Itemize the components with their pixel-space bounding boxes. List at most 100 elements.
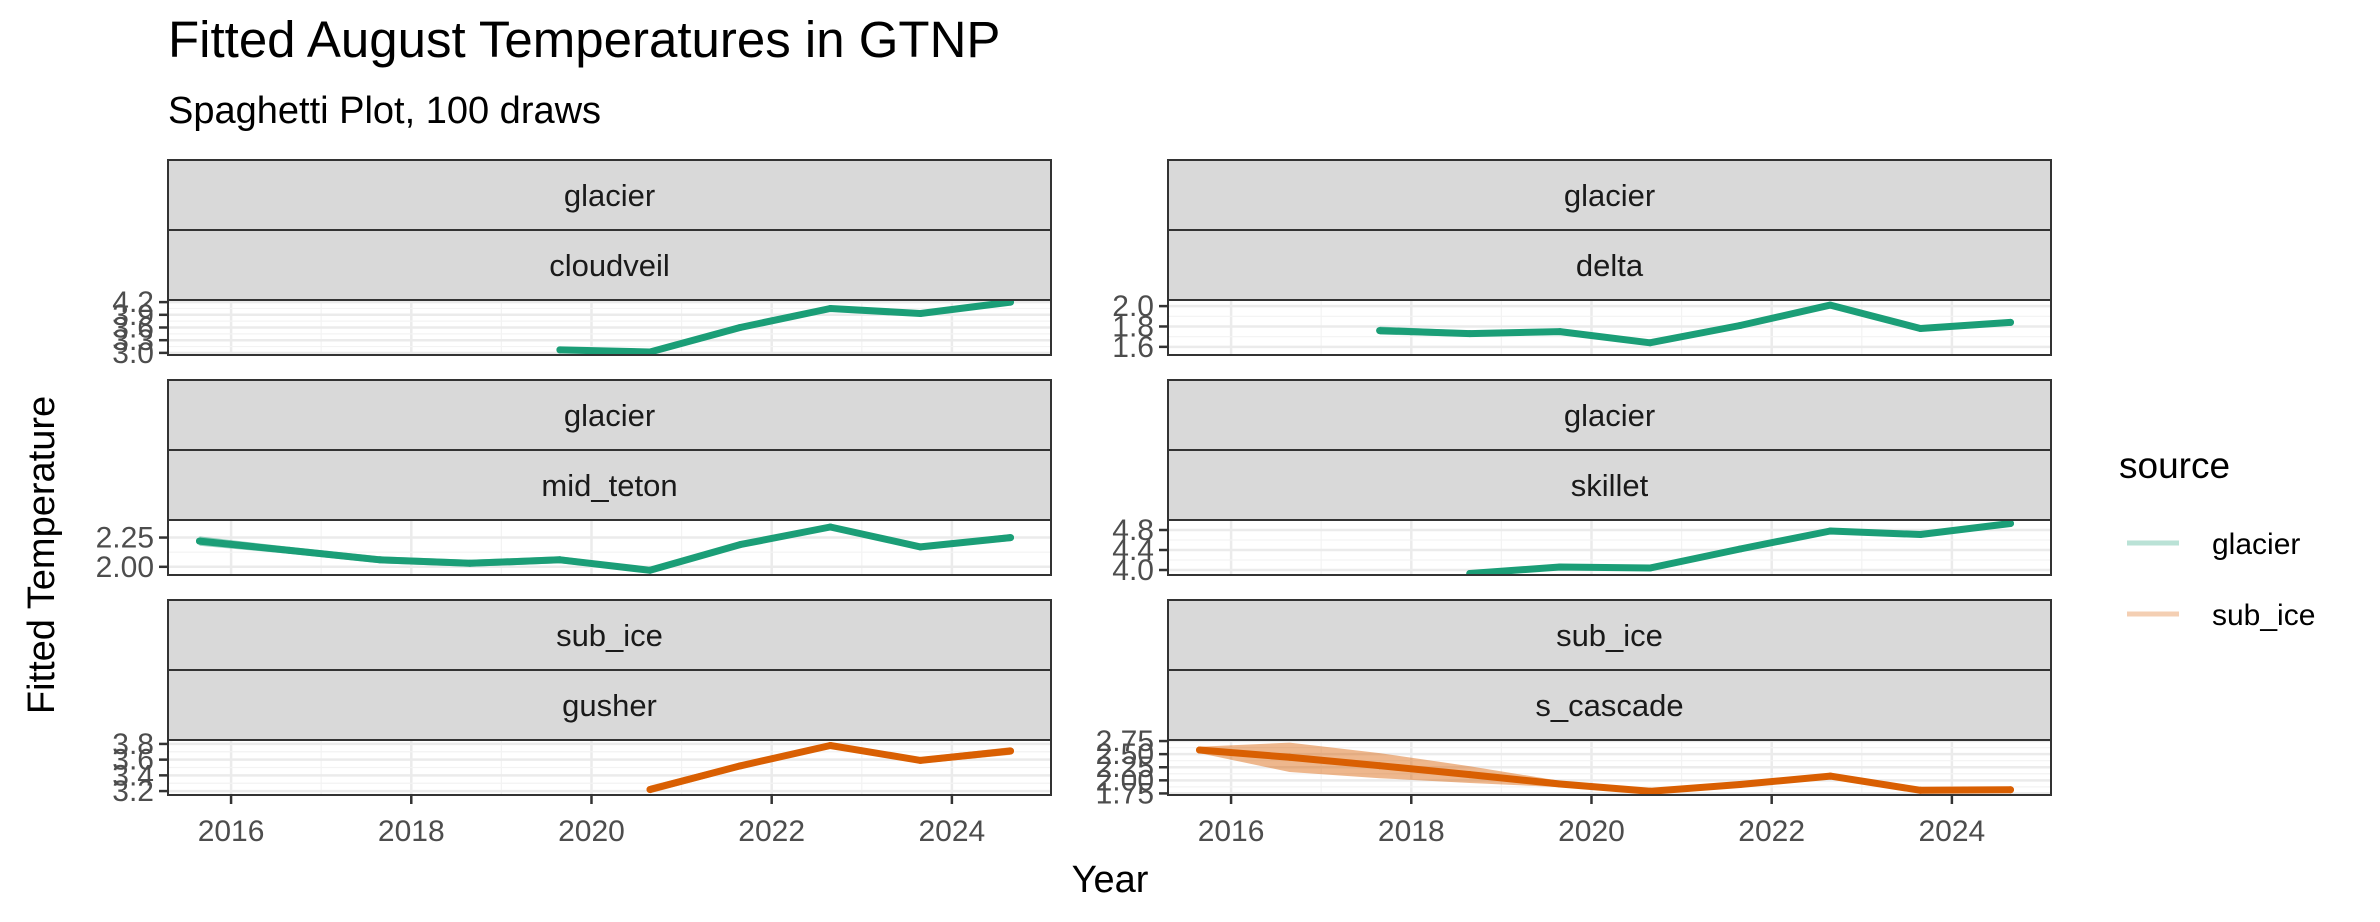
- chart-title: Fitted August Temperatures in GTNP: [168, 11, 1001, 68]
- data-point: [1916, 786, 1924, 794]
- y-tick-label: 1.8: [1112, 310, 1154, 343]
- strip-source-s-cascade: [1167, 599, 2052, 671]
- y-tick-label: 3.2: [112, 775, 154, 808]
- strip-label-site: skillet: [1571, 468, 1649, 503]
- fitted-line-s-cascade: [1196, 746, 2014, 795]
- strip-label-site: gusher: [562, 688, 657, 723]
- data-point: [1286, 753, 1294, 761]
- y-tick-label: 1.6: [1112, 331, 1154, 364]
- data-point: [1826, 301, 1834, 309]
- legend: source glacier sub_ice: [2119, 445, 2315, 632]
- y-tick-label: 4.8: [1112, 514, 1154, 547]
- data-point: [556, 346, 564, 354]
- data-point: [1007, 747, 1014, 755]
- data-point: [1736, 322, 1744, 329]
- y-axis-skillet: 4.04.44.8: [1112, 514, 1168, 587]
- y-axis-s-cascade: 1.752.002.252.502.75: [1096, 725, 1168, 810]
- data-point: [916, 310, 924, 317]
- strip-site-cloudveil: [167, 229, 1052, 301]
- x-axis-groups: 2016 2018 2020 2022 2024 2016 2018 2020 2022 2024: [198, 795, 1985, 848]
- legend-label-sub-ice: sub_ice: [2212, 599, 2315, 632]
- strip-label-site: s_cascade: [1535, 688, 1683, 723]
- y-tick-label: 3.6: [112, 312, 154, 345]
- data-point: [826, 305, 834, 312]
- y-tick-label: 1.75: [1096, 777, 1154, 810]
- x-tick-label: 2016: [198, 815, 265, 848]
- panel-s-cascade: sub_ice s_cascade 1.752.002.252.502.75: [1096, 599, 2052, 810]
- data-point: [1646, 564, 1654, 572]
- y-tick-label: 2.25: [1096, 751, 1154, 784]
- panel-skillet: glacier skillet 4.04.44.8: [1112, 379, 2052, 587]
- y-axis-title: Fitted Temperature: [21, 396, 63, 714]
- strip-label-source: sub_ice: [556, 618, 663, 653]
- data-point: [646, 348, 654, 355]
- strip-label-source: sub_ice: [1556, 618, 1663, 653]
- legend-label-glacier: glacier: [2212, 528, 2300, 561]
- strip-label-source: glacier: [1564, 178, 1655, 213]
- series-glacier: [1376, 301, 2014, 347]
- data-point: [466, 559, 474, 567]
- panel-delta: glacier delta 1.61.82.0: [1112, 159, 2052, 364]
- data-point: [916, 756, 924, 764]
- strip-site-s-cascade: [1167, 669, 2052, 741]
- y-axis-delta: 1.61.82.0: [1112, 290, 1168, 364]
- strip-source-skillet: [1167, 379, 2052, 451]
- strip-label-site: delta: [1576, 248, 1644, 283]
- data-point: [1007, 300, 1014, 306]
- data-point: [646, 786, 654, 793]
- y-tick-label: 2.0: [1112, 290, 1154, 323]
- panel-mid-teton: glacier mid_teton 2.002.25: [96, 379, 1052, 584]
- panel-border: [167, 519, 1052, 576]
- legend-title: source: [2119, 445, 2230, 486]
- data-point: [376, 556, 384, 564]
- x-tick-label: 2018: [1378, 815, 1445, 848]
- series-sub_ice: [1196, 742, 2014, 795]
- strip-label-source: glacier: [564, 398, 655, 433]
- fitted-line-cloudveil: [556, 300, 1014, 355]
- series-glacier: [196, 523, 1014, 574]
- gridlines: [168, 300, 1051, 355]
- fitted-line-delta: [1376, 301, 2014, 347]
- y-tick-label: 4.2: [112, 286, 154, 319]
- y-tick-label: 2.25: [96, 522, 154, 555]
- data-point: [1466, 330, 1474, 338]
- strip-label-source: glacier: [1564, 398, 1655, 433]
- strip-site-delta: [1167, 229, 2052, 301]
- panel-border: [1167, 519, 2052, 576]
- y-tick-label: 3.0: [112, 337, 154, 370]
- x-axis-col-1: 2016 2018 2020 2022 2024: [198, 795, 986, 848]
- strip-label-source: glacier: [564, 178, 655, 213]
- data-point: [826, 523, 834, 531]
- chart-subtitle: Spaghetti Plot, 100 draws: [168, 90, 602, 132]
- strip-site-mid-teton: [167, 449, 1052, 521]
- draw-band-s-cascade: [1199, 742, 2011, 793]
- data-point: [2007, 318, 2014, 326]
- data-point: [1007, 534, 1014, 542]
- x-tick-label: 2020: [558, 815, 625, 848]
- y-tick-label: 2.00: [1096, 764, 1154, 797]
- data-point: [1736, 545, 1744, 553]
- data-point: [1556, 563, 1564, 571]
- strip-label-site: mid_teton: [541, 468, 677, 503]
- data-point: [1466, 771, 1474, 779]
- chart-panels: glaciercloudveil3.03.33.63.94.2glacierde…: [96, 159, 2052, 810]
- y-tick-label: 3.3: [112, 324, 154, 357]
- y-axis-gusher: 3.23.43.63.8: [112, 728, 168, 808]
- series-glacier: [556, 300, 1014, 355]
- data-point: [196, 537, 203, 545]
- data-point: [736, 762, 744, 770]
- series-sub_ice: [646, 742, 1014, 794]
- data-point: [2007, 520, 2014, 527]
- data-point: [916, 543, 924, 551]
- y-tick-label: 2.00: [96, 551, 154, 584]
- data-point: [1646, 339, 1654, 347]
- data-point: [1916, 531, 1924, 538]
- y-axis-mid-teton: 2.002.25: [96, 522, 168, 584]
- data-point: [1466, 570, 1474, 575]
- y-tick-label: 4.4: [1112, 534, 1154, 567]
- x-tick-label: 2024: [919, 815, 986, 848]
- data-point: [556, 556, 564, 564]
- fitted-line-mid-teton: [196, 523, 1014, 574]
- strip-source-mid-teton: [167, 379, 1052, 451]
